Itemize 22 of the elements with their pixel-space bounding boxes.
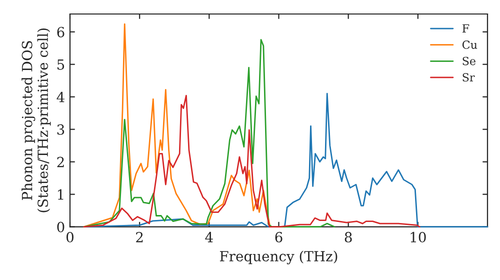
legend-label: Cu xyxy=(462,40,478,49)
y-tick-label: 2 xyxy=(57,156,64,168)
legend-label: F xyxy=(462,24,470,32)
line-series xyxy=(83,94,420,228)
legend-label: Se xyxy=(462,56,476,66)
y-tick-label: 4 xyxy=(56,92,64,102)
x-axis-title: Frequency (THz) xyxy=(220,250,338,264)
y-tick-label: 5 xyxy=(57,60,64,70)
x-tick-label: 10 xyxy=(410,232,426,242)
x-tick-label: 0 xyxy=(66,232,74,242)
line-series xyxy=(83,38,336,228)
y-tick-label: 6 xyxy=(57,26,64,38)
y-tick-label: 1 xyxy=(58,189,64,200)
line-series xyxy=(83,23,271,228)
x-tick-label: 4 xyxy=(205,232,213,242)
y-axis-title: Phonon projected DOS (States/THz·primitive cell) xyxy=(22,28,51,212)
legend-label: Sr xyxy=(462,73,475,82)
x-tick-label: 8 xyxy=(344,232,352,242)
y-tick-label: 3 xyxy=(57,124,64,135)
x-tick-label: 2 xyxy=(136,232,143,242)
y-tick-label: 0 xyxy=(57,222,64,232)
x-tick-label: 6 xyxy=(275,232,282,242)
